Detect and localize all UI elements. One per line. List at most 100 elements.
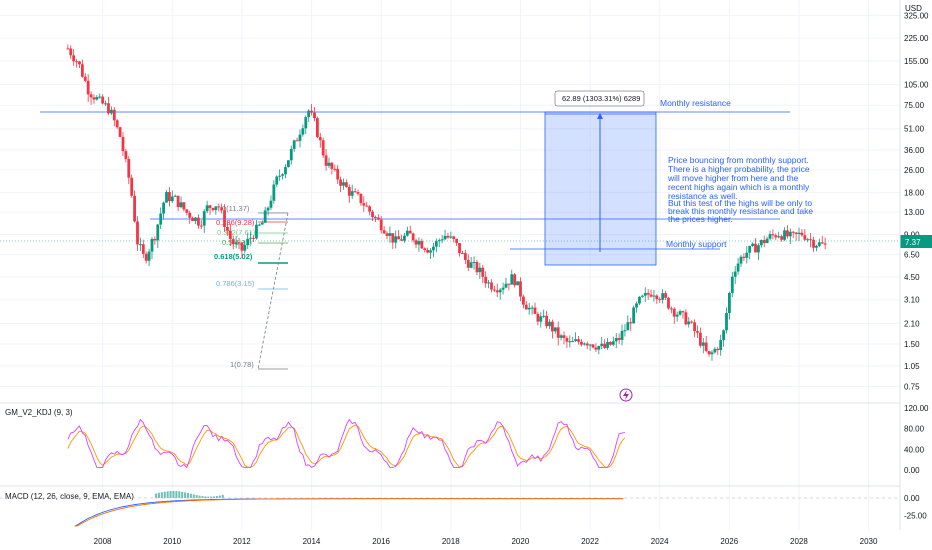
y-tick-label: 4.50 xyxy=(904,273,920,282)
y-tick-label: 6.50 xyxy=(904,251,920,260)
candle-body xyxy=(289,148,293,161)
candle-body xyxy=(759,240,763,246)
macd-hist-bar xyxy=(221,494,224,498)
candle-body xyxy=(78,61,81,65)
candle-body xyxy=(727,293,731,314)
candle-body xyxy=(400,239,403,241)
candle-body xyxy=(66,48,70,50)
candle-body xyxy=(553,327,557,332)
kdj-tick-label: 0.00 xyxy=(904,466,920,475)
candle-body xyxy=(591,344,595,348)
note-line-6: But this test of the highs will be only … xyxy=(668,198,812,208)
candle-body xyxy=(86,80,90,95)
candle-body xyxy=(461,253,464,255)
candle-body xyxy=(527,307,531,310)
candle-body xyxy=(791,231,795,233)
candle-body xyxy=(655,295,659,300)
x-tick-label: 2016 xyxy=(372,537,390,546)
candle-body xyxy=(440,239,444,241)
candle-body xyxy=(466,259,470,268)
candle-body xyxy=(765,238,769,244)
x-tick-label: 2008 xyxy=(94,537,112,546)
candle-body xyxy=(266,207,270,211)
candle-body xyxy=(101,96,105,104)
candle-body xyxy=(188,212,192,218)
candle-body xyxy=(600,343,604,347)
macd-hist-bar xyxy=(215,496,218,498)
y-tick-label: 36.00 xyxy=(904,146,925,155)
candle-body xyxy=(533,307,537,314)
candle-body xyxy=(803,235,807,240)
candle-body xyxy=(588,344,592,346)
lightning-icon[interactable] xyxy=(619,388,633,402)
last-price-badge xyxy=(900,235,932,248)
candle-body xyxy=(751,243,755,246)
candle-body xyxy=(777,236,781,238)
candle-body xyxy=(774,235,778,238)
macd-hist-bar xyxy=(163,491,166,498)
candle-body xyxy=(371,211,374,218)
candle-body xyxy=(344,182,348,188)
time-axis[interactable]: 2008 2010 2012 2014 2016 2018 2020 2022 2024 2026… xyxy=(94,537,878,546)
candle-body xyxy=(632,307,636,324)
candle-body xyxy=(458,242,461,254)
candle-body xyxy=(382,230,386,234)
candle-body xyxy=(397,236,401,240)
candle-body xyxy=(260,222,264,225)
candle-body xyxy=(243,245,247,251)
candle-body xyxy=(463,253,467,260)
candle-body xyxy=(568,341,572,343)
y-tick-label: 0.75 xyxy=(904,382,920,391)
candle-body xyxy=(327,162,331,166)
candle-body xyxy=(716,348,720,351)
candle-body xyxy=(484,276,488,284)
candle-body xyxy=(89,94,93,98)
fib-0: 0(11.37) xyxy=(222,204,250,213)
candle-body xyxy=(698,332,702,346)
y-tick-label: 1.05 xyxy=(904,362,920,371)
candle-body xyxy=(481,267,485,277)
candle-body xyxy=(548,321,551,327)
macd-hist-bar xyxy=(204,496,207,498)
price-candles xyxy=(66,44,827,361)
candle-body xyxy=(556,327,560,338)
candle-body xyxy=(452,236,456,239)
x-tick-label: 2020 xyxy=(511,537,529,546)
candle-body xyxy=(649,294,653,297)
fib-1: 1(0.78) xyxy=(230,360,254,369)
candle-body xyxy=(626,322,630,331)
candle-body xyxy=(768,234,772,239)
candle-body xyxy=(640,295,644,297)
candle-body xyxy=(414,240,418,245)
candle-body xyxy=(417,241,421,245)
candle-body xyxy=(606,341,609,348)
candle-body xyxy=(223,210,226,227)
x-tick-label: 2028 xyxy=(790,537,808,546)
candle-body xyxy=(342,182,345,186)
candle-body xyxy=(298,134,302,141)
candle-body xyxy=(272,184,276,201)
candle-body xyxy=(226,226,229,231)
candle-body xyxy=(246,238,250,246)
candle-body xyxy=(545,315,548,327)
candle-body xyxy=(234,242,238,245)
candle-body xyxy=(376,217,380,220)
x-tick-label: 2026 xyxy=(720,537,738,546)
candle-body xyxy=(617,338,621,340)
candle-body xyxy=(559,335,563,338)
candle-body xyxy=(800,232,804,236)
x-tick-label: 2024 xyxy=(651,537,669,546)
candle-body xyxy=(664,293,667,298)
candle-body xyxy=(92,97,96,100)
candle-body xyxy=(701,342,705,346)
candle-body xyxy=(736,263,740,272)
candle-body xyxy=(542,315,546,317)
candle-body xyxy=(469,262,473,268)
price-axis[interactable]: 325.00 225.00 155.00 105.00 75.00 51.00 36.00 2… xyxy=(904,12,929,392)
candle-body xyxy=(585,343,589,346)
candle-body xyxy=(492,289,496,291)
candle-body xyxy=(696,331,699,333)
candle-body xyxy=(362,203,366,206)
candle-body xyxy=(133,195,136,222)
